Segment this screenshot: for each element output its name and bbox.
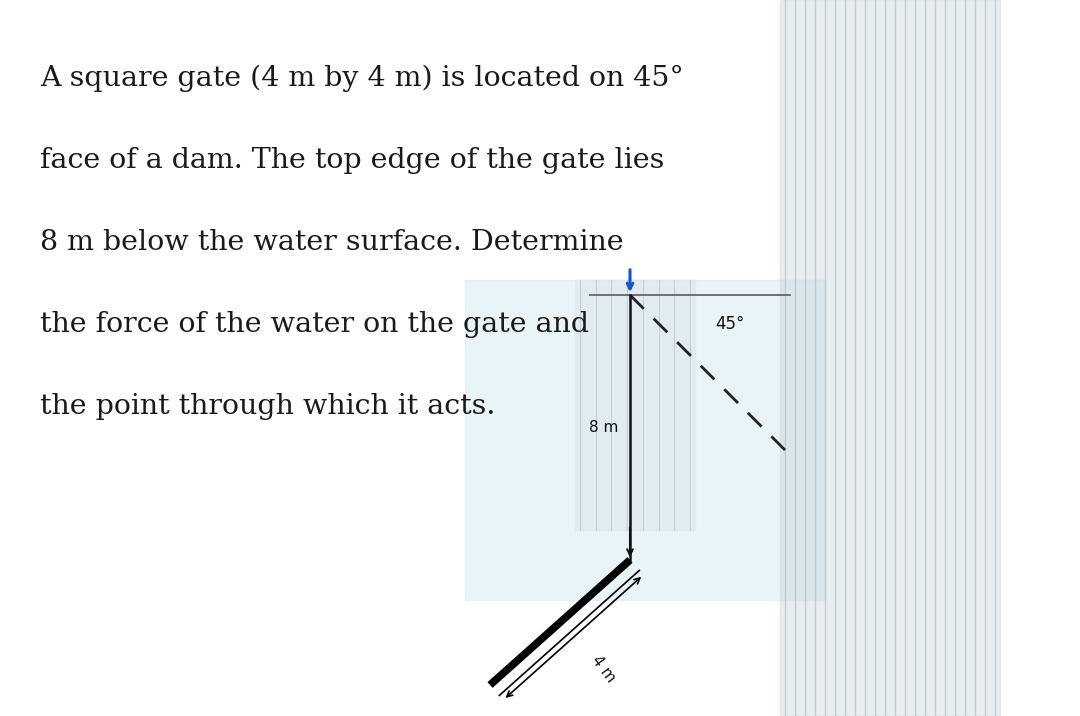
Text: 8 m below the water surface. Determine: 8 m below the water surface. Determine [40,229,623,256]
Bar [465,280,825,600]
Text: 4 m: 4 m [589,652,618,685]
Text: 45°: 45° [715,315,744,333]
Bar [780,0,1000,716]
Text: A square gate (4 m by 4 m) is located on 45°: A square gate (4 m by 4 m) is located on… [40,65,684,92]
Text: face of a dam. The top edge of the gate lies: face of a dam. The top edge of the gate … [40,147,664,174]
Text: the force of the water on the gate and: the force of the water on the gate and [40,311,589,338]
Text: the point through which it acts.: the point through which it acts. [40,393,496,420]
Text: 8 m: 8 m [589,420,618,435]
Bar [575,280,696,530]
